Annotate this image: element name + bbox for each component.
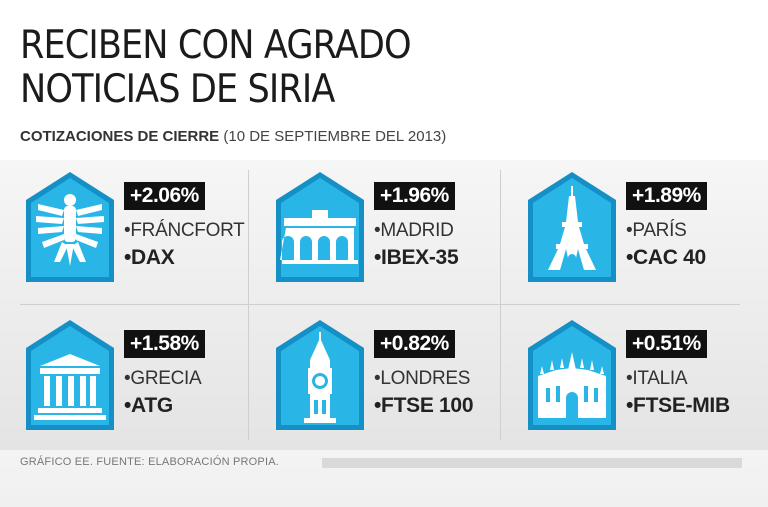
temple-icon — [34, 354, 106, 420]
shield — [274, 318, 366, 434]
change-badge: +1.89% — [626, 182, 707, 210]
grid-divider — [500, 170, 501, 440]
change-badge: +2.06% — [124, 182, 205, 210]
market-card-madrid: +1.96% •MADRID •IBEX-35 — [274, 170, 514, 296]
shield — [526, 170, 618, 286]
market-card-frankfurt: +2.06% •FRÁNCFORT •DAX — [24, 170, 264, 296]
shield — [274, 170, 366, 286]
city-label: •GRECIA — [124, 368, 202, 389]
market-grid: +2.06% •FRÁNCFORT •DAX +1.96% •MADRID •I… — [0, 160, 768, 450]
market-card-grecia: +1.58% •GRECIA •ATG — [24, 318, 264, 444]
city-label: •FRÁNCFORT — [124, 220, 245, 241]
big-ben-icon — [304, 332, 336, 423]
index-label: •ATG — [124, 394, 173, 417]
city-label: •MADRID — [374, 220, 454, 241]
title-line-2: NOTICIAS DE SIRIA — [20, 67, 335, 112]
change-badge: +1.58% — [124, 330, 205, 358]
shield — [24, 170, 116, 286]
title-line-1: RECIBEN CON AGRADO — [20, 23, 412, 68]
index-label: •FTSE 100 — [374, 394, 474, 417]
page-title: RECIBEN CON AGRADO NOTICIAS DE SIRIA — [20, 23, 412, 112]
cathedral-icon — [538, 352, 606, 418]
index-label: •DAX — [124, 246, 175, 269]
city-label: •PARÍS — [626, 220, 687, 241]
grid-divider — [248, 170, 249, 440]
change-badge: +0.51% — [626, 330, 707, 358]
shield — [526, 318, 618, 434]
gate-icon — [280, 210, 358, 264]
shield — [24, 318, 116, 434]
city-label: •ITALIA — [626, 368, 688, 389]
index-label: •IBEX-35 — [374, 246, 459, 269]
index-label: •CAC 40 — [626, 246, 706, 269]
subtitle-label: COTIZACIONES DE CIERRE — [20, 128, 220, 145]
subtitle-date: (10 DE SEPTIEMBRE DEL 2013) — [223, 128, 447, 145]
subtitle: COTIZACIONES DE CIERRE (10 DE SEPTIEMBRE… — [20, 128, 446, 145]
city-label: •LONDRES — [374, 368, 471, 389]
market-card-paris: +1.89% •PARÍS •CAC 40 — [526, 170, 766, 296]
footer-credit: GRÁFICO EE. FUENTE: ELABORACIÓN PROPIA. — [20, 456, 280, 468]
change-badge: +0.82% — [374, 330, 455, 358]
market-card-londres: +0.82% •LONDRES •FTSE 100 — [274, 318, 514, 444]
eiffel-tower-icon — [548, 186, 596, 270]
eagle-icon — [36, 194, 104, 266]
market-card-italia: +0.51% •ITALIA •FTSE-MIB — [526, 318, 766, 444]
change-badge: +1.96% — [374, 182, 455, 210]
footer-bar — [322, 458, 742, 468]
grid-divider — [20, 304, 740, 305]
index-label: •FTSE-MIB — [626, 394, 730, 417]
